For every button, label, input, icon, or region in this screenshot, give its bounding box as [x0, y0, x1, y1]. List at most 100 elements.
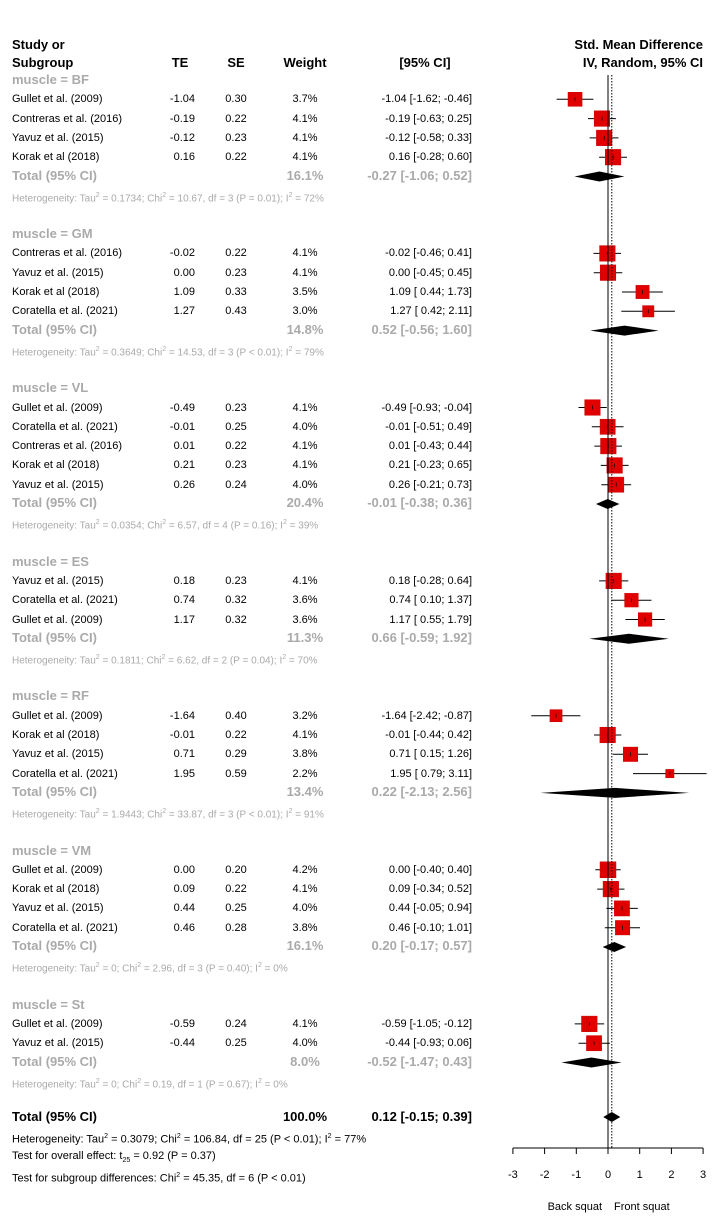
study-weight: 4.0% [292, 902, 318, 915]
header-study-1: Study or [12, 37, 65, 52]
study-weight: 3.6% [292, 594, 318, 607]
x-tick-label: -3 [508, 1169, 518, 1181]
study-ci: 0.71 [ 0.15; 1.26] [389, 748, 472, 761]
study-name: Korak et al (2018) [12, 151, 100, 164]
group-heterogeneity: Heterogeneity: Tau2 = 0.3649; Chi2 = 14.… [12, 345, 324, 359]
overall-effect-test: Test for overall effect: t25 = 0.92 (P =… [12, 1149, 216, 1168]
study-se: 0.22 [225, 883, 247, 896]
text: = 0.3079; Chi [108, 1133, 177, 1146]
study-se: 0.29 [225, 748, 247, 761]
study-te: -0.01 [169, 729, 195, 741]
study-weight: 4.0% [292, 420, 318, 433]
group-label: muscle = BF [12, 72, 89, 87]
study-weight: 4.1% [292, 247, 318, 260]
study-weight: 4.1% [292, 729, 318, 741]
study-se: 0.40 [225, 709, 247, 722]
text: = 91% [292, 809, 324, 821]
study-te: -0.49 [169, 401, 195, 414]
study-name: Korak et al (2018) [12, 883, 100, 896]
study-se: 0.23 [225, 459, 247, 472]
study-weight: 4.1% [292, 1017, 318, 1030]
study-te: 1.09 [173, 286, 195, 298]
group-diamond [589, 633, 669, 644]
study-ci: -0.49 [-0.93; -0.04] [381, 401, 473, 414]
study-weight: 4.1% [292, 883, 318, 896]
x-label-left: Back squat [547, 1201, 602, 1213]
text: = 0; Chi [99, 963, 138, 975]
study-ci: 0.74 [ 0.10; 1.37] [389, 594, 472, 607]
study-te: -0.02 [169, 247, 195, 260]
study-weight: 3.0% [292, 305, 318, 318]
study-se: 0.32 [225, 613, 247, 626]
study-te: 0.01 [173, 440, 195, 453]
study-name: Yavuz et al. (2015) [12, 902, 104, 915]
overall-label: Total (95% CI) [12, 1109, 97, 1124]
study-se: 0.59 [225, 767, 247, 780]
study-weight: 4.1% [292, 151, 318, 164]
x-tick-label: -1 [571, 1169, 582, 1181]
text: Heterogeneity: Tau [12, 963, 96, 975]
text: Heterogeneity: Tau [12, 655, 96, 667]
text: = 106.84, df = 25 (P < 0.01); I [180, 1133, 328, 1146]
text: Heterogeneity: Tau [12, 809, 96, 821]
group-diamond [540, 787, 690, 798]
group-total-ci: 0.52 [-0.56; 1.60] [371, 321, 472, 337]
text: = 0.92 (P = 0.37) [130, 1150, 216, 1162]
study-te: 0.46 [173, 921, 195, 934]
study-ci: 0.00 [-0.40; 0.40] [388, 863, 472, 876]
study-te: -1.04 [169, 93, 195, 106]
group-total-ci: 0.22 [-2.13; 2.56] [371, 783, 472, 799]
study-weight: 3.5% [292, 286, 318, 298]
study-name: Coratella et al. (2021) [12, 594, 118, 607]
group-label: muscle = GM [12, 226, 93, 242]
study-weight: 4.1% [292, 131, 318, 144]
study-weight: 3.2% [292, 709, 318, 722]
study-name: Gullet et al. (2009) [12, 93, 103, 106]
study-weight: 4.1% [292, 266, 318, 279]
study-se: 0.22 [225, 440, 247, 453]
study-te: -1.64 [169, 709, 195, 722]
study-name: Coratella et al. (2021) [12, 305, 118, 318]
study-ci: -0.19 [-0.63; 0.25] [385, 112, 472, 125]
group-label: muscle = RF [12, 688, 89, 704]
group-heterogeneity: Heterogeneity: Tau2 = 0; Chi2 = 0.19, df… [12, 1077, 288, 1091]
text: = 33.87, df = 3 (P < 0.01); I [166, 809, 289, 821]
study-ci: 1.17 [ 0.55; 1.79] [389, 613, 472, 626]
study-te: -0.44 [169, 1037, 195, 1050]
study-ci: 0.21 [-0.23; 0.65] [388, 459, 472, 472]
group-total-label: Total (95% CI) [12, 629, 97, 645]
study-ci: 0.09 [-0.34; 0.52] [388, 883, 472, 896]
text: Test for subgroup differences: Chi [12, 1172, 177, 1185]
study-name: Yavuz et al. (2015) [12, 574, 104, 587]
text: = 39% [286, 520, 319, 532]
study-name: Contreras et al. (2016) [12, 112, 123, 125]
study-se: 0.25 [225, 1037, 247, 1050]
text: = 2.96, df = 3 (P = 0.40); I [141, 963, 258, 975]
study-name: Yavuz et al. (2015) [12, 478, 104, 491]
study-se: 0.22 [225, 151, 247, 164]
study-name: Gullet et al. (2009) [12, 709, 103, 722]
study-weight: 4.1% [292, 574, 318, 587]
group-total-label: Total (95% CI) [12, 495, 97, 510]
overall-ci: 0.12 [-0.15; 0.39] [371, 1109, 472, 1124]
study-te: 0.71 [173, 748, 195, 761]
study-se: 0.23 [225, 266, 247, 279]
group-label: muscle = St [12, 996, 85, 1012]
study-te: 0.74 [173, 594, 195, 607]
study-se: 0.23 [225, 131, 247, 144]
text: = 0.1734; Chi [99, 193, 163, 205]
header-study-2: Subgroup [12, 55, 74, 70]
study-se: 0.22 [225, 112, 247, 125]
group-heterogeneity: Heterogeneity: Tau2 = 0.0354; Chi2 = 6.5… [12, 519, 319, 532]
study-name: Korak et al (2018) [12, 286, 100, 298]
header-se: SE [227, 55, 245, 70]
study-ci: -0.44 [-0.93; 0.06] [385, 1037, 472, 1050]
study-te: 0.18 [173, 574, 195, 587]
study-se: 0.24 [225, 478, 247, 491]
study-ci: 1.95 [ 0.79; 3.11] [390, 767, 472, 780]
study-se: 0.32 [225, 594, 247, 607]
study-name: Gullet et al. (2009) [12, 401, 103, 414]
group-total-weight: 20.4% [286, 495, 324, 510]
